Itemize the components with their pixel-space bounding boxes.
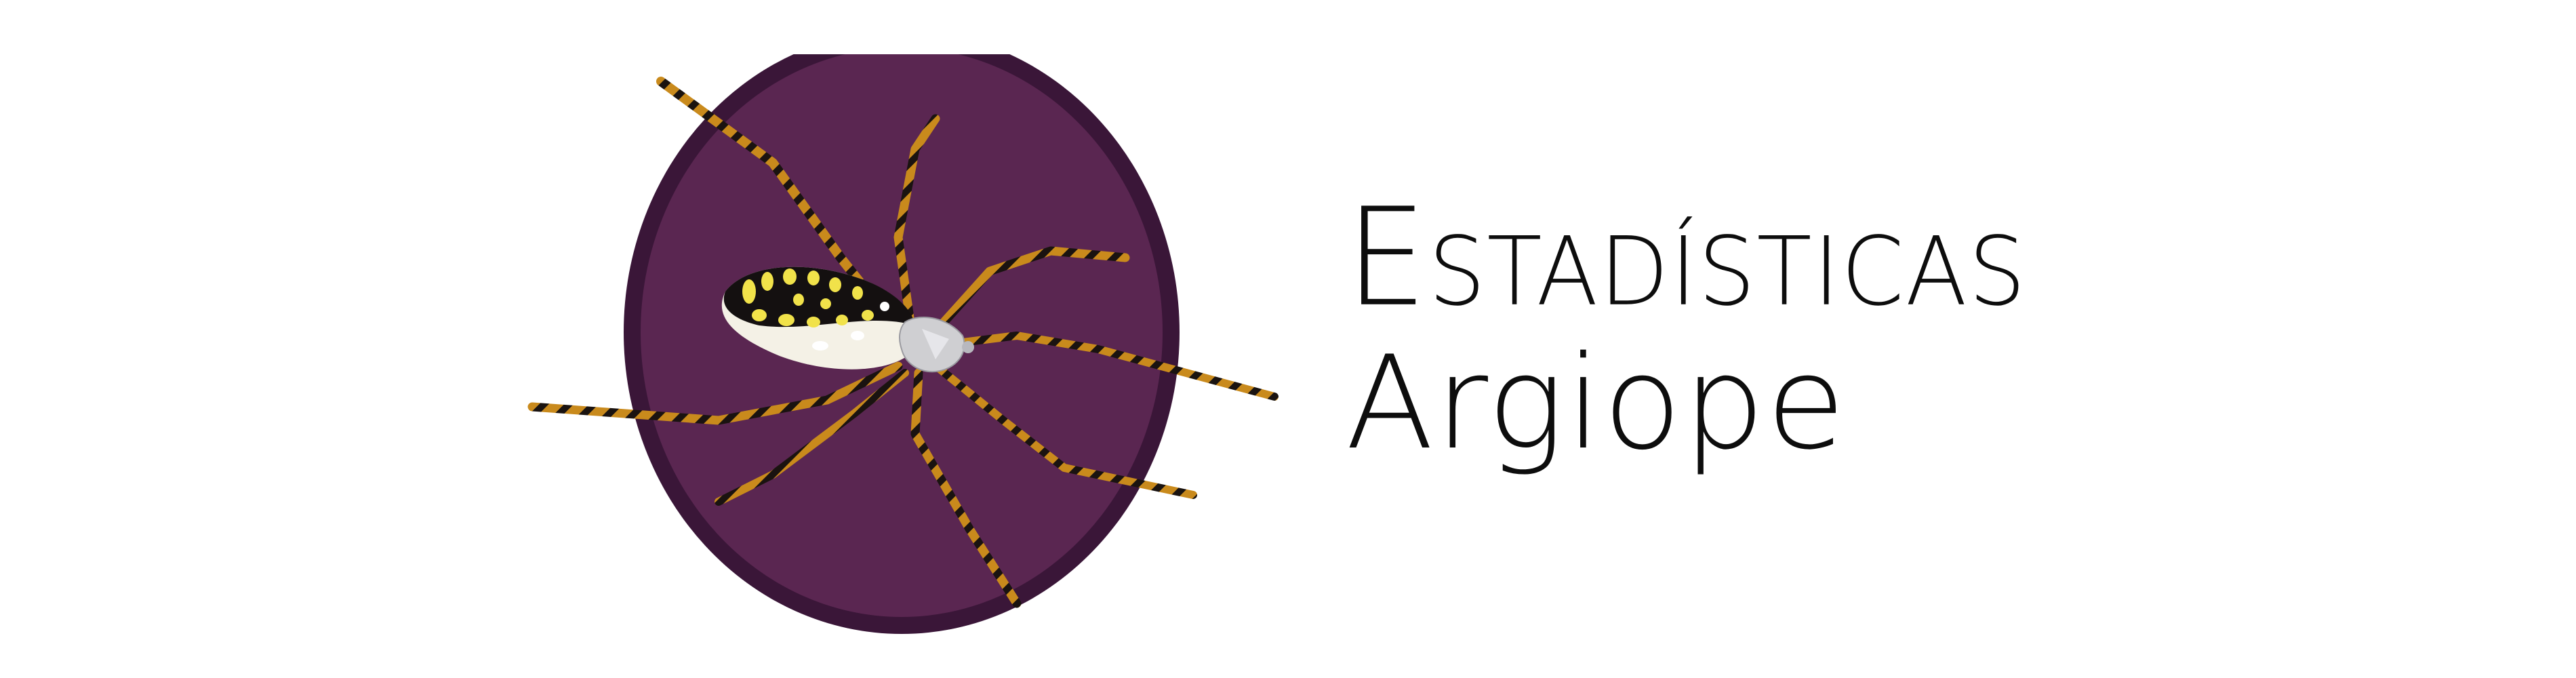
title-line-1: Estadísticas (1346, 178, 2028, 336)
logo-emblem (527, 54, 1279, 634)
page-title: Estadísticas Argiope (1346, 178, 2028, 478)
title-line-2: Argiope (1346, 328, 1847, 478)
spider-icon (527, 77, 1279, 608)
